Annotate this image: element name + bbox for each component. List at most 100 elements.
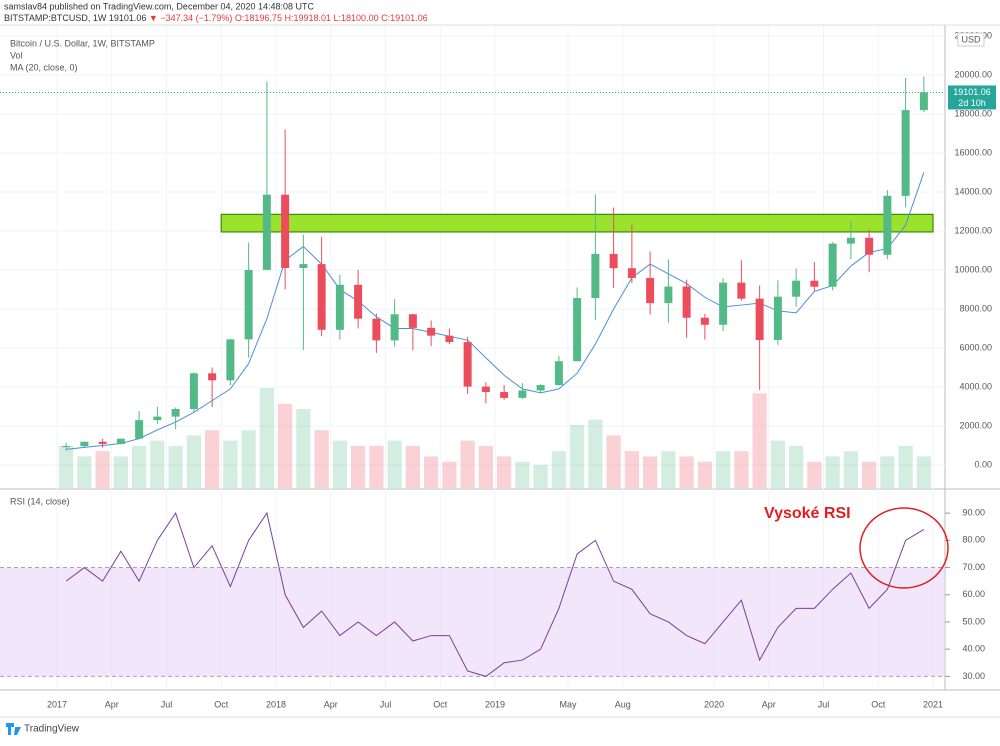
- candle-body: [773, 296, 782, 340]
- volume-bar: [59, 445, 74, 488]
- ticker: BITSTAMP:BTCUSD, 1W 19101.06 ▼ −347.34 (…: [4, 13, 428, 23]
- volume-bar: [77, 456, 92, 488]
- y-tick-label: 80.00: [962, 535, 985, 545]
- candle-body: [317, 264, 326, 330]
- candle-body: [335, 284, 344, 330]
- volume-bar: [442, 461, 457, 488]
- rsi-title: RSI (14, close): [10, 496, 70, 506]
- volume-bar: [186, 435, 201, 488]
- x-tick-label: 2018: [266, 699, 286, 709]
- volume-bar: [606, 435, 621, 488]
- y-tick-label: 4000.00: [959, 381, 992, 391]
- candle-body: [700, 317, 709, 325]
- candle-body: [481, 386, 490, 393]
- volume-bar: [807, 461, 822, 488]
- candle-body: [354, 284, 363, 319]
- volume-bar: [770, 440, 785, 488]
- volume-bar: [205, 430, 220, 488]
- volume-bar: [789, 445, 804, 488]
- x-tick-label: May: [559, 699, 577, 709]
- candle-body: [627, 268, 636, 278]
- candle-body: [390, 314, 399, 341]
- legend-entry: Vol: [10, 50, 23, 60]
- volume-bar: [643, 456, 658, 488]
- volume-bar: [624, 451, 639, 488]
- high: H:19918.01: [284, 13, 331, 23]
- x-tick-label: Oct: [433, 699, 448, 709]
- candle-body: [153, 416, 162, 421]
- volume-bar: [916, 456, 931, 488]
- volume-bar: [588, 419, 603, 488]
- candle-body: [846, 237, 855, 244]
- legend-entry: Bitcoin / U.S. Dollar, 1W, BITSTAMP: [10, 38, 155, 48]
- x-tick-label: Apr: [762, 699, 776, 709]
- highlight-ellipse: [859, 507, 949, 589]
- candle-body: [755, 298, 764, 340]
- volume-bar: [478, 445, 493, 488]
- x-tick-label: Apr: [105, 699, 119, 709]
- y-tick-label: 50.00: [962, 616, 985, 626]
- volume-bar: [898, 445, 913, 488]
- candle-body: [189, 373, 198, 410]
- volume-bar: [679, 456, 694, 488]
- countdown: 2d 10h: [958, 98, 986, 108]
- candle-body: [226, 339, 235, 381]
- candle-body: [372, 318, 381, 341]
- candle-body: [427, 327, 436, 336]
- x-tick-label: 2019: [485, 699, 505, 709]
- last-price-label: 19101.06: [953, 87, 991, 97]
- plot: [0, 25, 950, 690]
- candle-body: [591, 253, 600, 299]
- candle-body: [299, 264, 308, 269]
- candle-body: [609, 253, 618, 269]
- publisher: samslav84 published on TradingView.com, …: [4, 1, 315, 11]
- candle-body: [901, 110, 910, 196]
- y-tick-label: 70.00: [962, 562, 985, 572]
- volume-bar: [533, 464, 548, 488]
- low: L:18100.00: [334, 13, 379, 23]
- volume-bar: [369, 445, 384, 488]
- candle-body: [737, 282, 746, 299]
- volume-bar: [880, 456, 895, 488]
- volume-bar: [862, 461, 877, 488]
- candle-body: [682, 286, 691, 318]
- legend-entry: MA (20, close, 0): [10, 62, 78, 72]
- y-tick-label: 90.00: [962, 508, 985, 518]
- price: 19101.06: [109, 13, 147, 23]
- open: O:18196.75: [235, 13, 282, 23]
- currency: USD: [961, 34, 981, 44]
- candle-body: [883, 195, 892, 255]
- y-tick-label: 14000.00: [954, 186, 992, 196]
- volume-bar: [424, 456, 439, 488]
- candle-body: [445, 335, 454, 343]
- volume-bar: [734, 451, 749, 488]
- y-tick-label: 0.00: [974, 459, 992, 469]
- last-price-box: [948, 85, 996, 110]
- y-tick-label: 2000.00: [959, 420, 992, 430]
- volume-bar: [132, 445, 147, 488]
- logo: [6, 723, 21, 735]
- candle-body: [500, 392, 509, 398]
- volume-bar: [95, 451, 110, 488]
- x-tick-label: Oct: [214, 699, 229, 709]
- candle-body: [646, 277, 655, 304]
- y-tick-label: 20000.00: [954, 69, 992, 79]
- candle-body: [828, 243, 837, 287]
- volume-bar: [168, 445, 183, 488]
- x-tick-label: 2020: [704, 699, 724, 709]
- candle-body: [719, 282, 728, 325]
- symbol: BITSTAMP:BTCUSD, 1W: [4, 13, 107, 23]
- candle-body: [80, 441, 89, 447]
- candle-body: [171, 409, 180, 417]
- change: ▼ −347.34 (−1.79%): [149, 13, 232, 23]
- x-tick-label: Jul: [380, 699, 392, 709]
- rsi-line: [65, 511, 925, 677]
- y-tick-label: 40.00: [962, 644, 985, 654]
- candle-body: [262, 194, 271, 270]
- candle-body: [554, 361, 563, 386]
- y-tick-label: 16000.00: [954, 147, 992, 157]
- candle-body: [536, 385, 545, 391]
- volume-bar: [387, 440, 402, 488]
- y-tick-label: 30.00: [962, 671, 985, 681]
